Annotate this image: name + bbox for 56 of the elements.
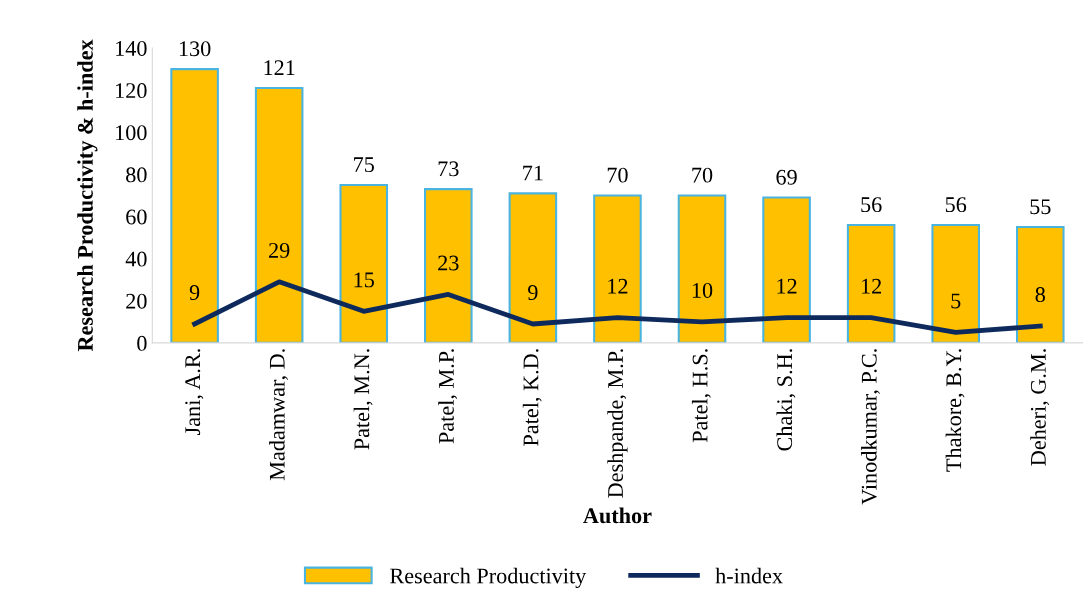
bar — [846, 223, 896, 343]
bar — [593, 194, 642, 343]
y-axis-title: Research Productivity & h-index — [77, 39, 98, 352]
x-tick-label: Deshpande, M.P. — [607, 349, 628, 498]
bar — [677, 194, 727, 343]
x-tick-label: Thakore, B.Y. — [945, 349, 965, 472]
bar — [170, 68, 219, 343]
x-tick-label: Deheri, G.M. — [1030, 349, 1050, 466]
data-label: 8 — [1035, 287, 1045, 303]
data-label: 55 — [1030, 199, 1051, 215]
data-label: 56 — [945, 197, 967, 213]
x-tick-label: Madamwar, D. — [269, 349, 288, 481]
data-label: 69 — [776, 169, 797, 185]
bar — [339, 183, 389, 343]
y-tick-label: 20 — [126, 293, 147, 309]
legend-label: Research Productivity — [390, 567, 587, 588]
data-label: 70 — [692, 167, 713, 183]
data-label: 29 — [269, 242, 290, 258]
data-label: 5 — [951, 293, 961, 309]
data-label: 15 — [354, 272, 374, 288]
y-tick-label: 40 — [125, 251, 147, 267]
bar — [931, 223, 981, 343]
x-tick-label: Patel, H.S. — [691, 349, 711, 443]
data-label: 23 — [438, 255, 459, 271]
x-tick-label: Jani, A.R. — [185, 349, 204, 435]
data-label: 130 — [179, 41, 211, 57]
data-label: 121 — [264, 60, 295, 75]
bar — [508, 192, 558, 343]
data-label: 71 — [523, 165, 543, 181]
bar — [254, 87, 304, 343]
data-label: 9 — [528, 285, 538, 300]
legend-label: h-index — [715, 567, 783, 584]
bar — [762, 196, 811, 343]
y-tick-label: 100 — [116, 125, 147, 141]
x-axis-title: Author — [583, 507, 652, 524]
data-label: 12 — [861, 278, 882, 294]
data-label: 75 — [354, 157, 374, 173]
bar — [424, 188, 473, 343]
data-label: 12 — [777, 278, 797, 294]
data-label: 73 — [438, 161, 459, 177]
y-tick-label: 60 — [126, 209, 147, 225]
y-tick-label: 80 — [126, 167, 147, 183]
data-label: 56 — [861, 197, 882, 213]
x-tick-label: Chaki, S.H. — [776, 349, 796, 451]
y-tick-label: 0 — [137, 335, 147, 351]
x-tick-label: Patel, K.D. — [522, 349, 542, 446]
x-tick-label: Vinodkumar, P.C. — [861, 349, 880, 505]
data-label: 10 — [692, 282, 713, 298]
data-label: 9 — [189, 285, 200, 300]
data-label: 12 — [608, 278, 628, 294]
x-tick-label: Patel, M.N. — [353, 349, 373, 450]
y-tick-label: 140 — [116, 40, 147, 56]
x-tick-label: Patel, M.P. — [438, 349, 458, 444]
data-label: 70 — [607, 167, 628, 183]
bar — [1015, 226, 1065, 343]
y-tick-label: 120 — [116, 83, 147, 99]
